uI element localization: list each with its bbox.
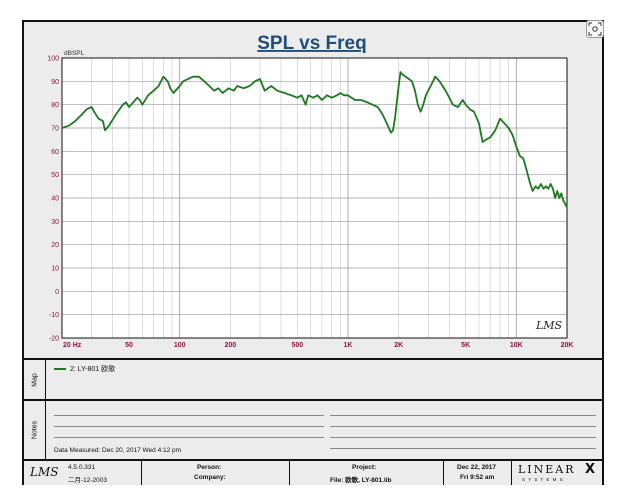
project-label: Project: <box>352 464 377 471</box>
lms-logo: LMS <box>535 319 563 332</box>
x-tick-label: 20 Hz <box>63 342 82 349</box>
y-tick-label: 50 <box>51 172 59 179</box>
brand-systems: S Y S T E M S <box>522 477 564 482</box>
footer-version-cell: LMS 4.5.0.331 二月-12-2003 <box>24 461 142 485</box>
note-line <box>330 415 596 416</box>
y-tick-label: 60 <box>51 149 59 156</box>
footer: LMS 4.5.0.331 二月-12-2003 Person: Company… <box>24 459 602 485</box>
person-label: Person: <box>197 464 222 471</box>
map-section: Map 2: LY-801 欧歌 <box>24 358 602 399</box>
note-line <box>330 426 596 427</box>
y-tick-label: -10 <box>49 312 59 319</box>
y-axis-label: dBSPL <box>64 50 85 57</box>
notes-label: Notes <box>31 420 38 440</box>
version-number: 4.5.0.331 <box>68 464 96 471</box>
y-tick-label: -20 <box>49 336 59 343</box>
company-label: Company: <box>194 474 226 481</box>
y-tick-label: 40 <box>51 196 59 203</box>
footer-project-cell: Project: File: 欧歌, LY-801.lib <box>290 461 444 485</box>
legend-swatch <box>54 368 66 370</box>
brand-x-logo: X <box>585 462 596 477</box>
x-tick-label: 1K <box>344 342 353 349</box>
x-tick-label: 10K <box>510 342 523 349</box>
legend-entry: 2: LY-801 欧歌 <box>70 366 116 373</box>
footer-date-cell: Dec 22, 2017 Fri 9:52 am <box>444 461 512 485</box>
note-line <box>54 437 324 438</box>
map-label-box: Map <box>24 360 46 399</box>
x-tick-label: 50 <box>125 342 133 349</box>
x-tick-label: 200 <box>224 342 236 349</box>
y-tick-label: 80 <box>51 102 59 109</box>
note-line <box>54 415 324 416</box>
x-tick-label: 2K <box>394 342 403 349</box>
footer-lms-logo: LMS <box>30 465 59 479</box>
measured-date: Data Measured: Dec 20, 2017 Wed 4:12 pm <box>54 447 182 454</box>
zoom-fit-icon-glyph <box>588 22 602 36</box>
note-line <box>330 437 596 438</box>
version-date: 二月-12-2003 <box>68 477 108 484</box>
y-tick-label: 70 <box>51 126 59 133</box>
x-tick-label: 100 <box>174 342 186 349</box>
grid <box>61 57 568 339</box>
report-time: Fri 9:52 am <box>460 474 495 481</box>
y-tick-label: 10 <box>51 266 59 273</box>
zoom-fit-icon[interactable] <box>586 20 604 38</box>
footer-brand-cell: LINEAR X S Y S T E M S <box>512 461 602 485</box>
note-line <box>330 448 596 449</box>
chart-panel: SPL vs Freq dBSPL 100 90 80 70 60 50 40 30 20 10 0… <box>24 22 602 358</box>
x-tick-label: 5K <box>461 342 470 349</box>
footer-person-cell: Person: Company: <box>142 461 290 485</box>
y-tick-label: 100 <box>47 56 59 63</box>
y-tick-label: 30 <box>51 219 59 226</box>
notes-label-box: Notes <box>24 401 46 459</box>
note-line <box>54 426 324 427</box>
x-tick-label: 500 <box>291 342 303 349</box>
spl-chart: SPL vs Freq dBSPL 1009080706050403020100… <box>47 33 573 350</box>
series-layer <box>61 71 568 208</box>
report-frame: SPL vs Freq dBSPL 100 90 80 70 60 50 40 30 20 10 0… <box>22 20 604 485</box>
plot-border <box>61 57 568 339</box>
report-date: Dec 22, 2017 <box>457 464 497 471</box>
y-tick-label: 90 <box>51 79 59 86</box>
brand-linear: LINEAR <box>518 463 576 476</box>
notes-section: Notes Data Measured: Dec 20, 2017 Wed 4:… <box>24 399 602 459</box>
y-tick-label: 20 <box>51 242 59 249</box>
series-line <box>61 71 568 208</box>
chart-title: SPL vs Freq <box>257 33 366 54</box>
file-label: File: 欧歌, LY-801.lib <box>330 477 392 484</box>
map-label: Map <box>31 372 38 387</box>
y-tick-label: 0 <box>55 289 59 296</box>
x-tick-label: 20K <box>561 342 574 349</box>
